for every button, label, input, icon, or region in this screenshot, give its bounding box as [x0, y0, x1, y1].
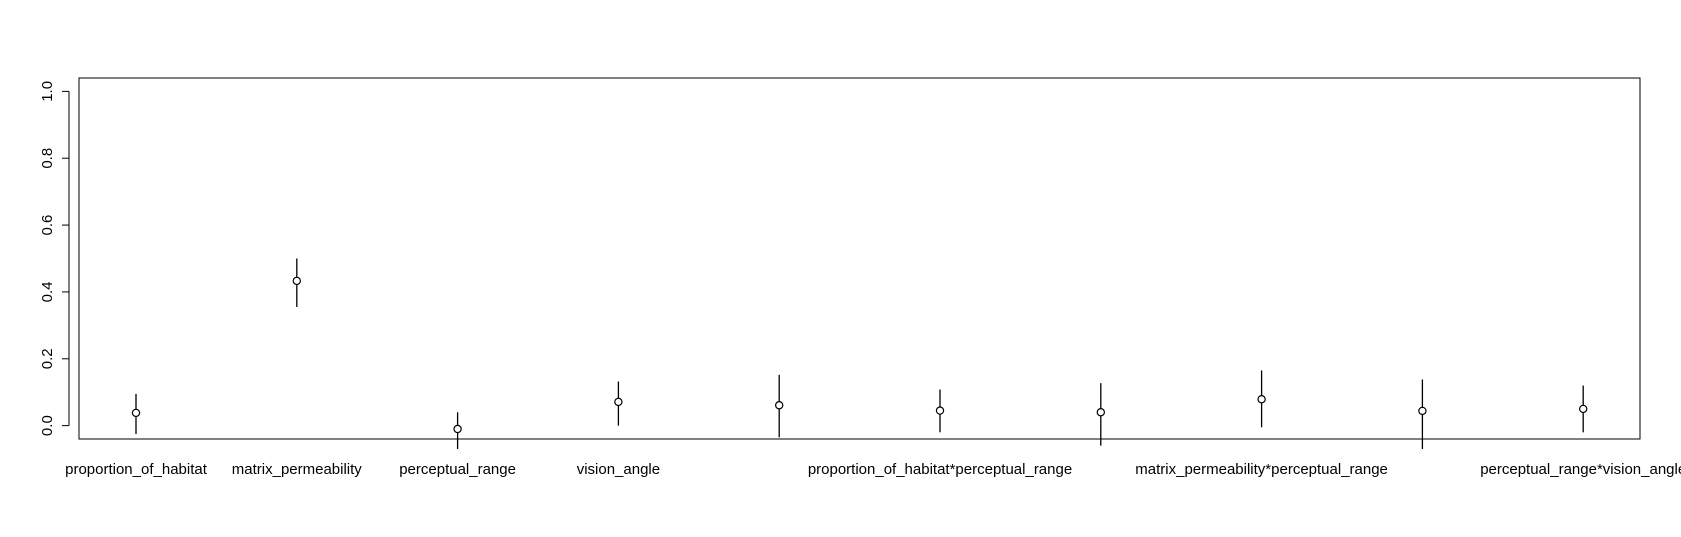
x-tick-label: matrix_permeability — [232, 461, 363, 478]
x-tick-label: perceptual_range — [399, 461, 516, 478]
x-tick-label: matrix_permeability*perceptual_range — [1135, 461, 1388, 478]
data-point — [614, 397, 623, 407]
y-tick-label: 0.0 — [39, 415, 56, 436]
x-tick-label: perceptual_range*vision_angle — [1480, 461, 1681, 478]
x-tick-label: vision_angle — [577, 461, 660, 478]
x-axis-labels: proportion_of_habitat matrix_permeability… — [65, 461, 1681, 478]
data-point — [1418, 406, 1427, 416]
y-tick-label: 0.6 — [39, 215, 56, 236]
data-point — [1257, 395, 1266, 404]
x-tick-label: proportion_of_habitat*perceptual_range — [808, 461, 1072, 478]
data-marks — [131, 258, 1588, 450]
y-tick-label: 1.0 — [39, 81, 56, 102]
y-tick-label: 0.4 — [39, 281, 56, 302]
y-tick-label: 0.8 — [39, 148, 56, 169]
y-tick-label: 0.2 — [39, 348, 56, 369]
y-axis: 0.0 0.2 0.4 0.6 0.8 1.0 — [39, 81, 70, 436]
data-point — [292, 276, 301, 286]
data-point — [775, 401, 784, 410]
data-point — [1578, 404, 1588, 414]
data-point — [453, 424, 462, 434]
data-point — [131, 408, 141, 418]
data-point — [935, 406, 945, 415]
plot-border — [78, 77, 1641, 440]
plot-area — [78, 77, 1641, 440]
x-tick-label: proportion_of_habitat — [65, 461, 208, 478]
data-point — [1096, 408, 1106, 417]
